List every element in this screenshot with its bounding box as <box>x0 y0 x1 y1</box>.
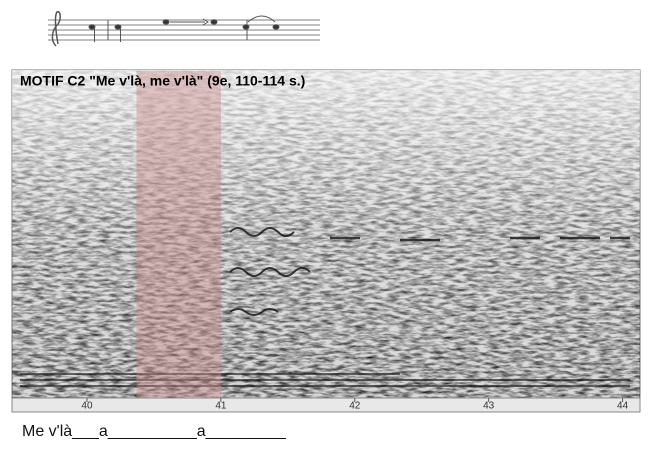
x-tick-label: 41 <box>215 401 227 412</box>
x-tick-label: 40 <box>81 401 93 412</box>
lyrics: Me v'là___a__________a_________ <box>22 423 287 440</box>
harmonics <box>20 227 630 387</box>
x-tick-label: 43 <box>483 401 495 412</box>
notation <box>48 10 320 47</box>
shaded-region <box>136 71 221 397</box>
x-tick-label: 42 <box>349 401 361 412</box>
spectrogram-fade <box>12 70 640 398</box>
time-axis <box>11 397 641 413</box>
x-tick-label: 44 <box>617 401 629 412</box>
chart-title: MOTIF C2 "Me v'là, me v'là" (9e, 110-114… <box>20 73 305 89</box>
